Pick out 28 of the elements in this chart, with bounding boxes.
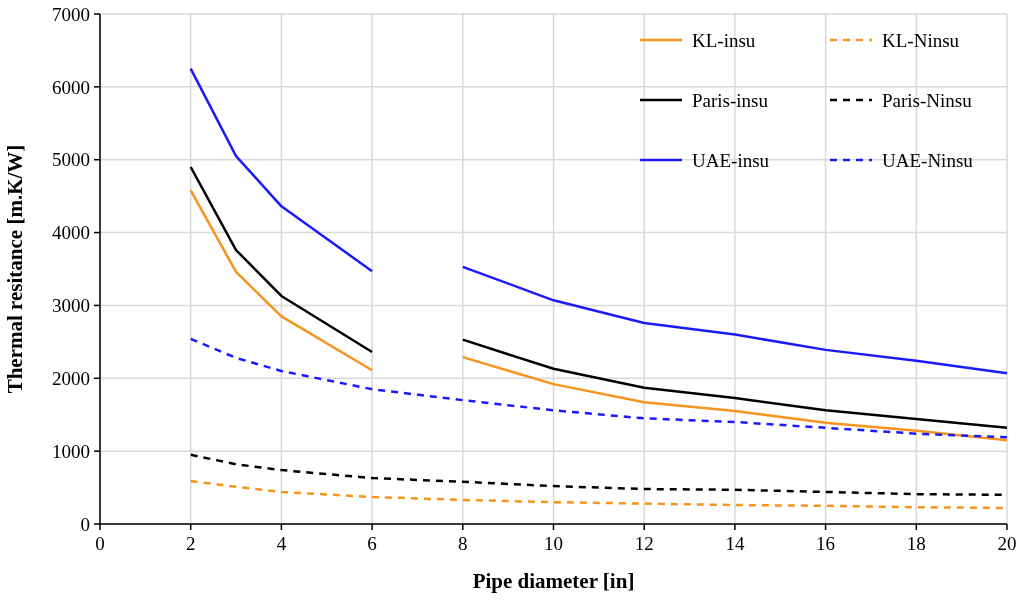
- y-tick-label: 2000: [52, 367, 90, 389]
- y-tick-label: 4000: [52, 222, 90, 244]
- legend-label: Paris-Ninsu: [882, 89, 973, 111]
- y-tick-label: 7000: [52, 3, 90, 25]
- legend-label: UAE-insu: [692, 149, 770, 171]
- x-tick-label: 10: [544, 533, 563, 554]
- x-tick-label: 6: [367, 533, 377, 554]
- x-tick-label: 0: [95, 533, 105, 554]
- y-tick-label: 3000: [52, 295, 90, 317]
- legend-label: KL-Ninsu: [882, 29, 960, 51]
- x-tick-label: 4: [276, 533, 287, 554]
- x-tick-label: 14: [725, 533, 745, 554]
- x-tick-label: 16: [816, 533, 836, 554]
- y-tick-label: 0: [80, 513, 90, 535]
- x-axis-title: Pipe diameter [in]: [472, 569, 635, 593]
- legend-label: KL-insu: [692, 29, 756, 51]
- y-axis-title: Thermal resitance [m.K/W]: [3, 144, 27, 394]
- y-tick-label: 5000: [52, 149, 90, 171]
- y-tick-label: 1000: [52, 440, 90, 462]
- legend-label: UAE-Ninsu: [882, 149, 974, 171]
- line-series: [189, 337, 1009, 439]
- x-tick-label: 12: [634, 533, 654, 554]
- x-tick-label: 20: [997, 533, 1017, 554]
- x-tick-label: 2: [185, 533, 196, 554]
- y-tick-label: 6000: [52, 76, 90, 98]
- x-tick-label: 8: [458, 533, 468, 554]
- x-tick-label: 18: [906, 533, 926, 554]
- legend-label: Paris-insu: [692, 89, 769, 111]
